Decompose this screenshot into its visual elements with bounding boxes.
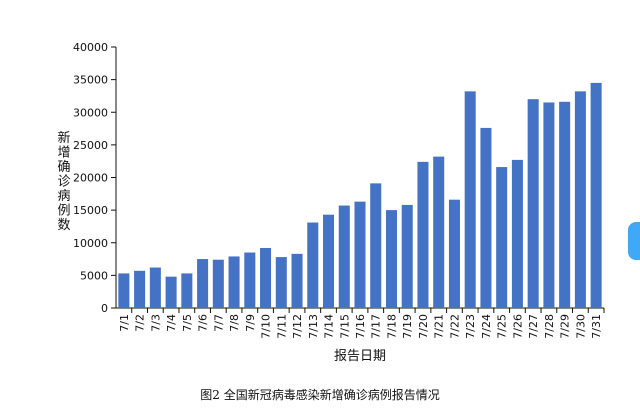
y-axis-title-char: 新 xyxy=(57,130,70,146)
y-axis: 0 5000 10000 15000 20000 25000 30000 35000 40000 xyxy=(73,41,117,315)
x-tick-label: 7/19 xyxy=(401,314,414,339)
y-axis-title-char: 例 xyxy=(57,204,70,219)
x-tick-label: 7/5 xyxy=(181,314,194,332)
x-tick-label: 7/25 xyxy=(496,314,509,339)
bar xyxy=(464,91,476,309)
x-tick-label: 7/14 xyxy=(323,314,336,339)
bar xyxy=(165,276,177,308)
bars xyxy=(118,82,602,309)
x-tick-label: 7/8 xyxy=(228,314,241,332)
bar xyxy=(118,273,130,308)
x-tick-label: 7/1 xyxy=(118,314,131,332)
bar xyxy=(590,82,602,308)
y-axis-title-char: 增 xyxy=(57,146,70,161)
y-tick-label: 20000 xyxy=(73,172,108,185)
y-tick-label: 40000 xyxy=(73,41,108,54)
bar xyxy=(260,247,272,308)
x-tick-label: 7/17 xyxy=(370,314,383,339)
x-tick-label: 7/31 xyxy=(590,314,603,339)
bar xyxy=(354,201,366,308)
figure-caption: 图2 全国新冠病毒感染新增确诊病例报告情况 xyxy=(200,388,440,402)
bar xyxy=(433,156,445,308)
y-tick-label: 35000 xyxy=(73,74,108,87)
x-tick-label: 7/4 xyxy=(165,314,178,332)
y-tick-label: 10000 xyxy=(73,237,108,250)
x-tick-label: 7/3 xyxy=(149,314,162,332)
y-axis-title-char: 确 xyxy=(57,160,70,175)
x-tick-label: 7/29 xyxy=(559,314,572,339)
x-tick-label: 7/9 xyxy=(244,314,257,332)
y-tick-label: 25000 xyxy=(73,139,108,152)
bar xyxy=(197,259,209,308)
bar xyxy=(543,102,555,309)
bar xyxy=(370,183,382,308)
bar xyxy=(275,257,287,308)
bar xyxy=(149,267,161,308)
bar xyxy=(244,252,256,308)
x-tick-label: 7/23 xyxy=(464,314,477,339)
y-axis-title-char: 数 xyxy=(57,218,70,233)
x-tick-label: 7/28 xyxy=(543,314,556,339)
x-tick-label: 7/30 xyxy=(574,314,587,339)
bar xyxy=(385,210,397,308)
x-tick-label: 7/21 xyxy=(433,314,446,339)
bar xyxy=(574,91,586,309)
x-tick-label: 7/18 xyxy=(385,314,398,339)
y-tick-label: 15000 xyxy=(73,204,108,217)
y-tick-label: 5000 xyxy=(80,269,108,282)
x-tick-label: 7/7 xyxy=(212,314,225,332)
x-tick-label: 7/22 xyxy=(448,314,461,339)
x-tick-label: 7/20 xyxy=(417,314,430,339)
bar xyxy=(212,259,224,308)
x-axis: 7/1 7/2 7/3 7/4 7/5 7/6 7/7 7/8 7/9 7/10 7/11 7/12 7… xyxy=(116,307,605,339)
bar xyxy=(181,273,193,308)
bar xyxy=(496,167,508,308)
bar xyxy=(511,159,523,308)
x-tick-label: 7/11 xyxy=(275,314,288,339)
bar xyxy=(401,204,413,308)
bar xyxy=(134,270,146,308)
bar xyxy=(291,253,303,308)
x-tick-label: 7/12 xyxy=(291,314,304,339)
y-axis-title-char: 病 xyxy=(57,189,70,204)
x-tick-label: 7/13 xyxy=(307,314,320,339)
y-axis-title-char: 诊 xyxy=(57,175,70,190)
side-panel-tab[interactable] xyxy=(628,222,640,260)
x-tick-label: 7/26 xyxy=(511,314,524,339)
bar xyxy=(417,161,429,308)
bar xyxy=(228,256,240,308)
x-tick-label: 7/15 xyxy=(338,314,351,339)
x-tick-label: 7/24 xyxy=(480,314,493,339)
x-tick-label: 7/6 xyxy=(197,314,210,332)
x-tick-label: 7/27 xyxy=(527,314,540,339)
bar xyxy=(480,127,492,308)
bar-chart: 0 5000 10000 15000 20000 25000 30000 35000 40000… xyxy=(57,41,605,364)
bar xyxy=(448,199,460,308)
bar xyxy=(338,205,350,308)
x-tick-label: 7/16 xyxy=(354,314,367,339)
bar xyxy=(323,214,335,308)
bar xyxy=(307,222,319,308)
bar xyxy=(527,99,539,308)
x-tick-label: 7/10 xyxy=(260,314,273,339)
y-tick-label: 30000 xyxy=(73,106,108,119)
x-tick-label: 7/2 xyxy=(134,314,147,332)
bar xyxy=(559,101,571,308)
x-axis-title: 报告日期 xyxy=(334,349,386,364)
y-tick-label: 0 xyxy=(101,302,108,315)
